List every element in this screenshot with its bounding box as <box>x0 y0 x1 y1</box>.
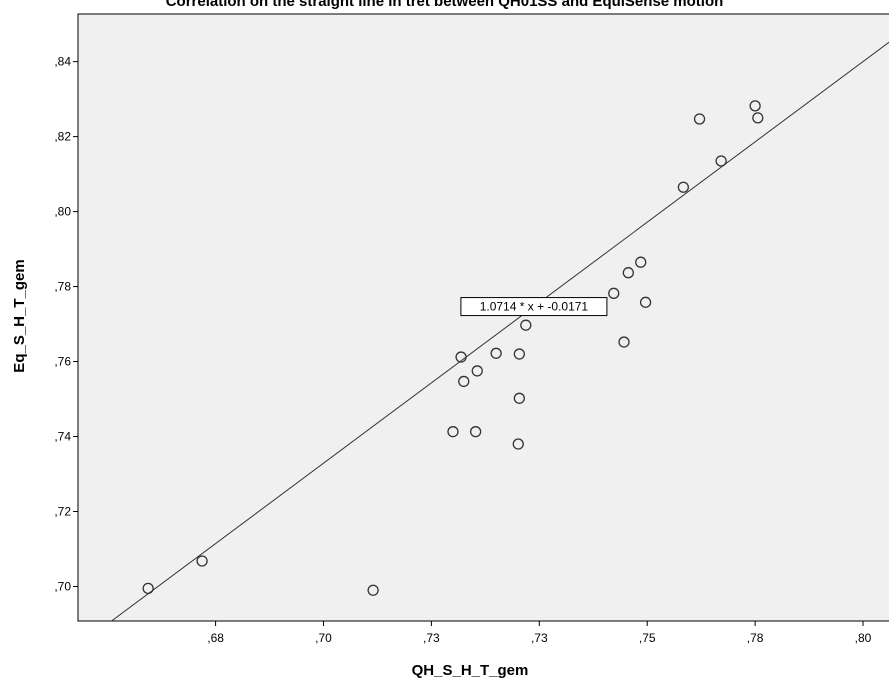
y-tick-label: ,76 <box>54 355 71 369</box>
x-tick-label: ,75 <box>639 631 656 645</box>
y-tick-label: ,82 <box>54 130 71 144</box>
y-tick-label: ,78 <box>54 280 71 294</box>
scatter-point <box>471 365 483 377</box>
scatter-point <box>447 426 459 438</box>
x-tick-label: ,70 <box>315 631 332 645</box>
scatter-point <box>635 256 647 268</box>
scatter-point <box>455 351 467 363</box>
scatter-point <box>639 296 652 308</box>
scatter-point <box>749 100 761 112</box>
y-tick-label: ,72 <box>54 505 71 519</box>
scatter-point <box>458 375 470 388</box>
scatter-point <box>512 438 524 450</box>
x-axis: ,68 ,70 ,73 ,73 ,75 ,78 ,80 <box>207 621 872 645</box>
scatter-point <box>618 336 630 348</box>
x-axis-title: QH_S_H_T_gem <box>412 662 529 679</box>
scatter-point <box>469 426 482 438</box>
y-tick-label: ,80 <box>54 205 71 219</box>
scatter-point <box>367 584 379 596</box>
x-tick-label: ,73 <box>423 631 440 645</box>
scatter-point <box>677 181 690 193</box>
x-tick-label: ,73 <box>531 631 548 645</box>
plot-area <box>77 13 889 622</box>
scatter-point <box>693 113 706 125</box>
x-tick-label: ,78 <box>747 631 764 645</box>
y-tick-label: ,74 <box>54 430 71 444</box>
scatter-point <box>715 155 727 167</box>
scatter-point <box>196 555 208 567</box>
scatter-point <box>608 287 620 299</box>
fit-equation-label: 1.0714 * x + -0.0171 <box>480 300 589 314</box>
scatter-point <box>513 348 525 360</box>
annotation-layer: 1.0714 * x + -0.0171 <box>460 297 608 317</box>
scatter-point <box>142 582 154 595</box>
y-tick-label: ,84 <box>54 55 71 69</box>
scatter-point <box>622 267 634 279</box>
x-tick-label: ,68 <box>207 631 224 645</box>
scatter-point <box>752 112 764 124</box>
scatter-point <box>520 319 532 331</box>
y-axis-title: Eq_S_H_T_gem <box>11 259 28 372</box>
chart-title: Correlation on the straight line in tret… <box>165 0 724 10</box>
scatter-point <box>513 392 525 404</box>
scatter-point <box>490 347 502 359</box>
fit-line <box>110 41 889 621</box>
y-tick-label: ,70 <box>54 580 71 594</box>
fit-line-layer <box>110 41 889 621</box>
y-axis: ,70 ,72 ,74 ,76 ,78 ,80 ,82 ,84 <box>54 55 78 594</box>
points-layer <box>142 100 764 596</box>
fit-equation-box <box>460 297 608 317</box>
x-tick-label: ,80 <box>855 631 872 645</box>
